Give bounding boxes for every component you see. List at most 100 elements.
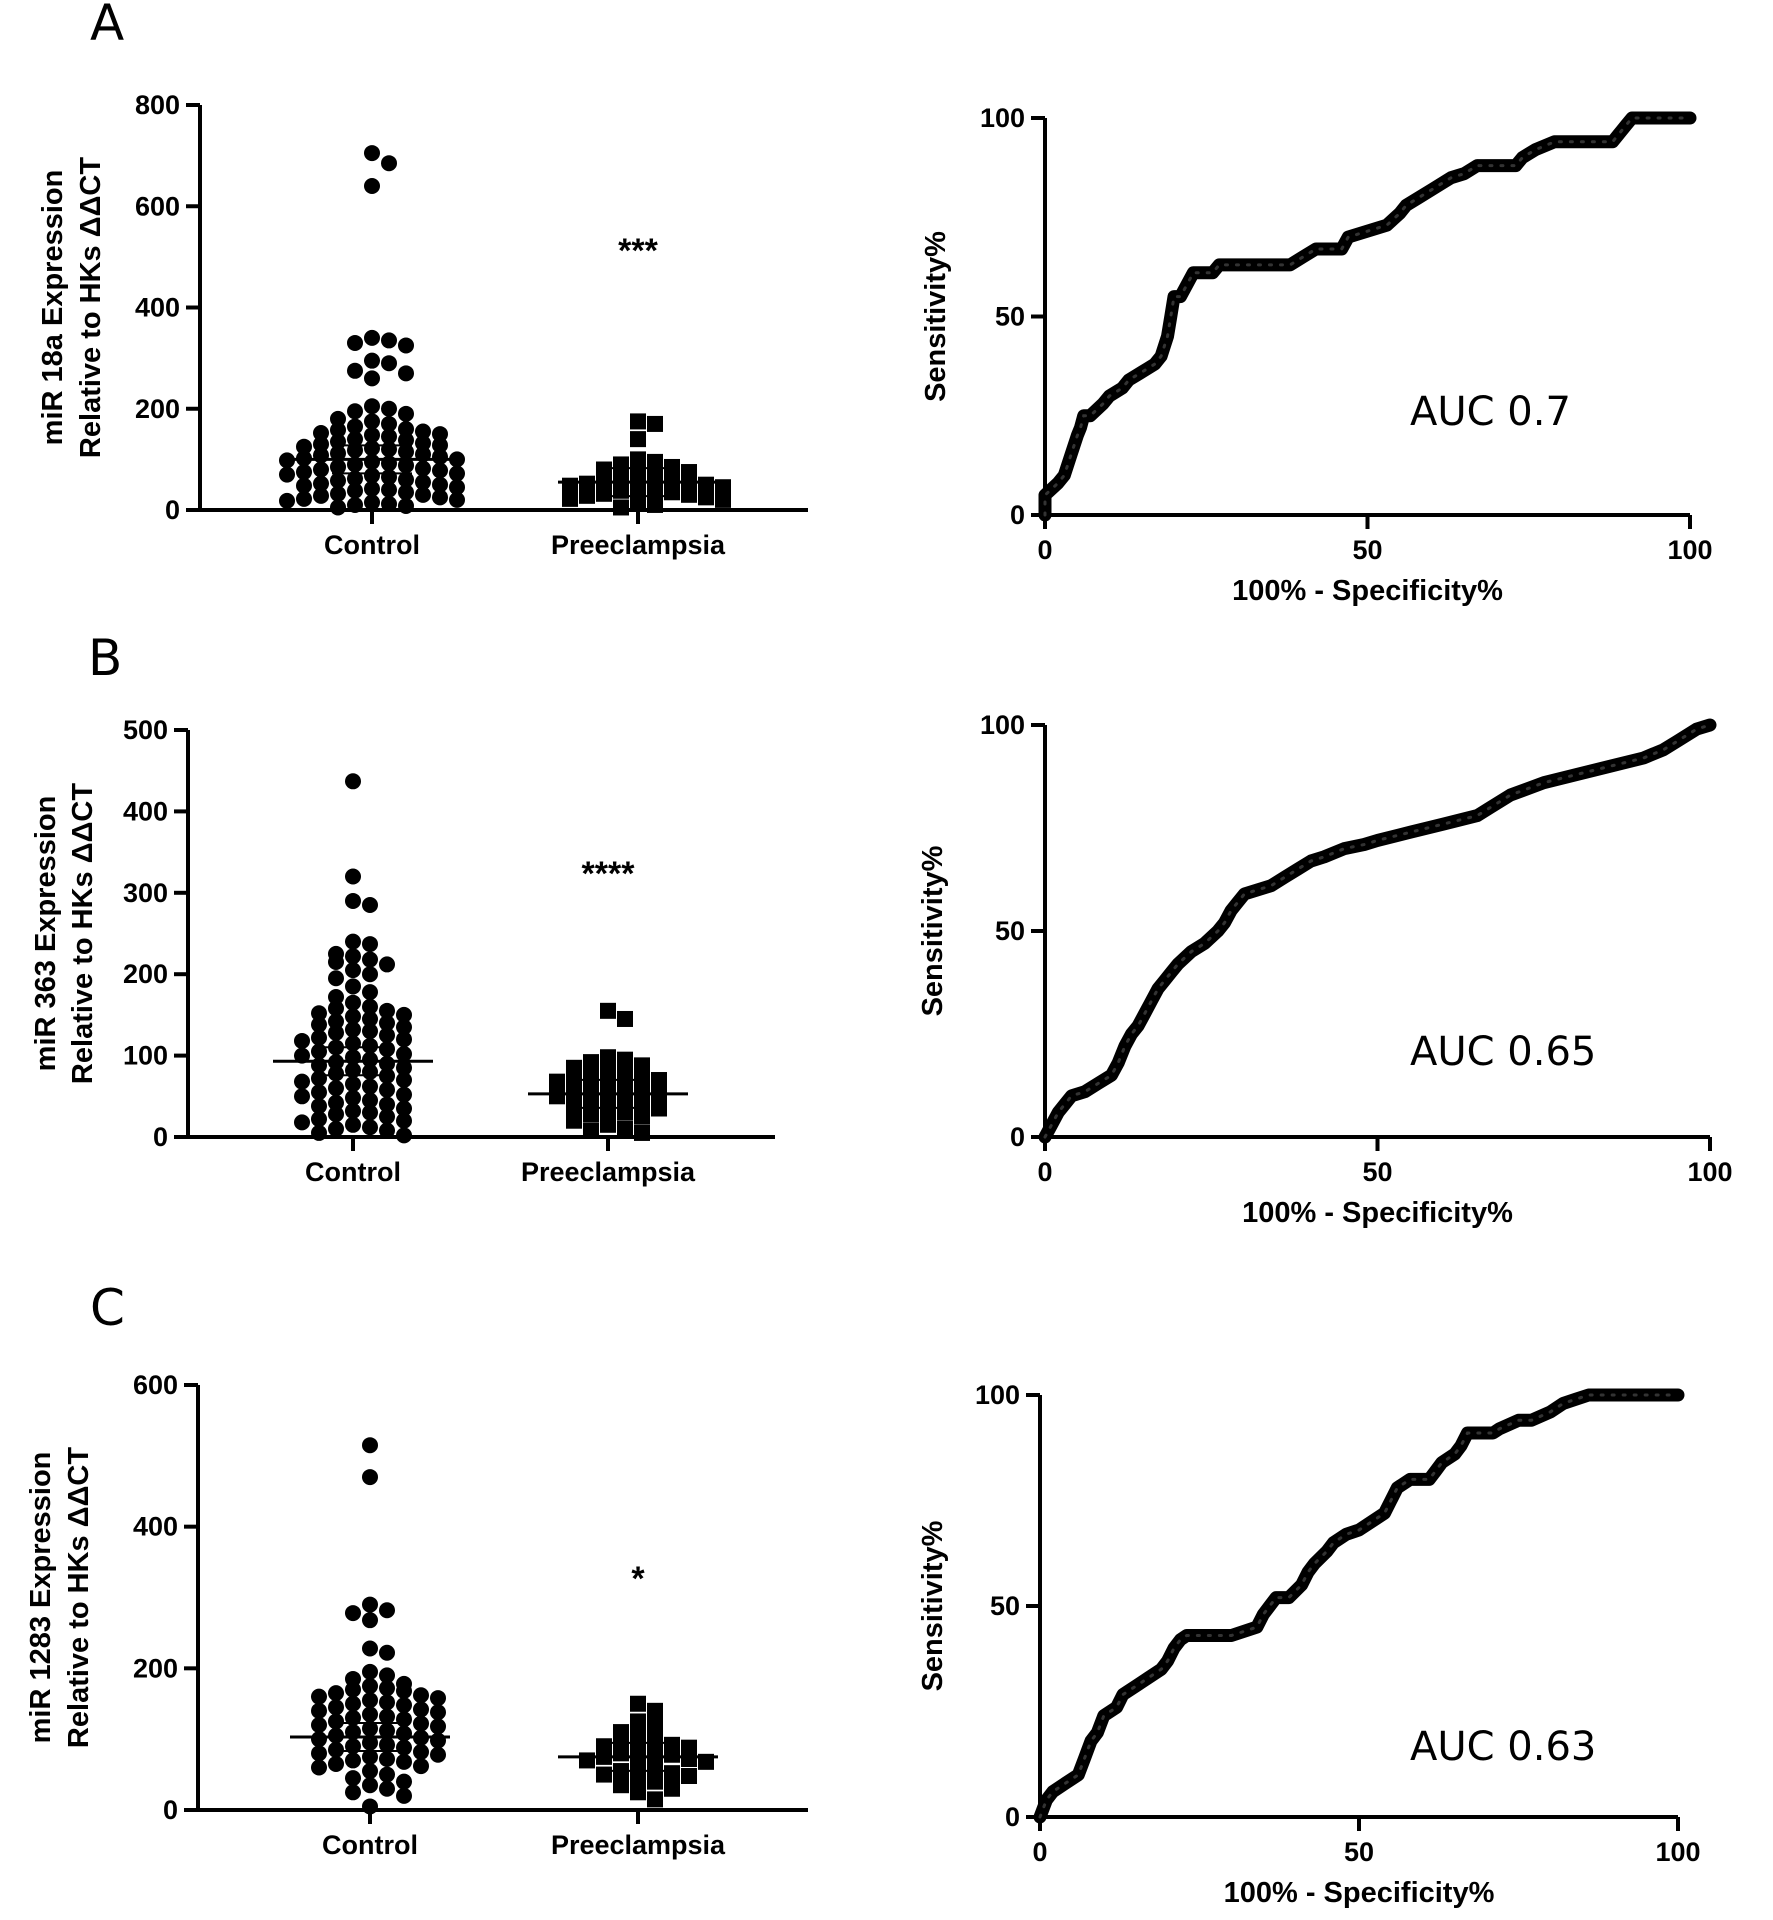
control-point (362, 951, 378, 968)
control-point (362, 1437, 378, 1454)
x-axis-title: 100% - Specificity% (1232, 575, 1503, 607)
y-axis-title-line1: miR 1283 Expression (25, 1452, 57, 1744)
y-tick-label: 50 (995, 916, 1025, 946)
control-point (396, 1739, 412, 1756)
control-point (432, 476, 448, 493)
control-point (345, 1695, 361, 1712)
y-tick-label: 100 (123, 1041, 168, 1071)
preeclampsia-point (566, 1070, 582, 1087)
control-point (345, 1605, 361, 1622)
control-point (396, 1045, 412, 1062)
x-tick-label: 0 (1037, 1157, 1052, 1187)
control-point (415, 435, 431, 452)
control-point (345, 933, 361, 950)
control-point (379, 1096, 395, 1113)
control-point (396, 1127, 412, 1144)
preeclampsia-point (596, 485, 612, 502)
control-point (328, 1713, 344, 1730)
control-point (296, 477, 312, 494)
control-point (432, 426, 448, 443)
preeclampsia-point (647, 1791, 663, 1808)
control-point (432, 462, 448, 479)
preeclampsia-point (562, 490, 578, 507)
control-point (294, 1114, 310, 1131)
category-label: Preeclampsia (551, 530, 726, 560)
y-tick-label: 100 (975, 1380, 1020, 1410)
control-point (381, 428, 397, 445)
y-tick-label: 50 (995, 302, 1025, 332)
control-point (328, 1000, 344, 1017)
control-point (328, 1120, 344, 1137)
auc-label: AUC 0.65 (1410, 1029, 1596, 1075)
control-point (396, 1787, 412, 1804)
control-point (379, 1751, 395, 1767)
dot-plot-a: 0 200 400 600 800 Control Preeclampsia miR 18a … (37, 90, 808, 560)
control-point (430, 1690, 446, 1707)
preeclampsia-point (634, 1081, 650, 1098)
control-point (381, 441, 397, 458)
control-point (364, 413, 380, 430)
x-tick-label: 50 (1344, 1837, 1374, 1867)
y-axis-title: Sensitivity% (917, 1520, 949, 1691)
y-tick-label: 0 (1005, 1802, 1020, 1832)
preeclampsia-point (647, 481, 663, 498)
control-point (398, 421, 414, 437)
preeclampsia-point (698, 489, 714, 506)
control-point (413, 1743, 429, 1760)
control-point (379, 1766, 395, 1783)
control-point (362, 1777, 378, 1794)
control-point (364, 398, 380, 415)
control-point (347, 403, 363, 420)
control-point (313, 425, 329, 442)
control-point (328, 1741, 344, 1758)
preeclampsia-point (715, 479, 731, 496)
x-axis-title: 100% - Specificity% (1242, 1197, 1513, 1229)
preeclampsia-point (634, 1108, 650, 1125)
control-point (294, 1032, 310, 1049)
y-tick-label: 200 (133, 1653, 178, 1683)
control-point (345, 1116, 361, 1133)
control-point (345, 1076, 361, 1093)
control-point (347, 496, 363, 513)
y-tick-label: 800 (135, 90, 180, 120)
control-point (381, 455, 397, 472)
preeclampsia-point (630, 1784, 646, 1801)
control-point (330, 499, 346, 516)
control-point (430, 1746, 446, 1763)
preeclampsia-point (613, 482, 629, 499)
control-point (345, 948, 361, 965)
dot-plot-c: 0 200 400 600 Control Preeclampsia miR 1283 Ex… (25, 1370, 808, 1860)
control-point (311, 1084, 327, 1101)
control-point (362, 1010, 378, 1027)
control-point (430, 1732, 446, 1749)
control-point (449, 479, 465, 496)
preeclampsia-point (681, 1768, 697, 1784)
control-point (345, 1770, 361, 1787)
control-point (396, 1072, 412, 1089)
control-point (396, 1059, 412, 1076)
preeclampsia-point (566, 1112, 582, 1129)
y-axis-title-line2: Relative to HKs ΔΔCT (75, 157, 107, 458)
control-point (362, 1748, 378, 1765)
x-tick-label: 0 (1037, 535, 1052, 565)
x-tick-label: 50 (1352, 535, 1382, 565)
control-point (413, 1758, 429, 1775)
preeclampsia-point (549, 1088, 565, 1105)
control-point (396, 1100, 412, 1117)
x-tick-label: 100 (1667, 535, 1712, 565)
control-point (345, 1752, 361, 1769)
control-point (311, 1688, 327, 1705)
preeclampsia-point (617, 1078, 633, 1095)
control-point (379, 1780, 395, 1797)
control-point (398, 471, 414, 488)
panel-letter-c: C (90, 1279, 125, 1337)
control-point (362, 1119, 378, 1136)
y-tick-label: 400 (135, 293, 180, 323)
control-point (345, 892, 361, 909)
control-point (311, 1098, 327, 1115)
y-axis-title: Sensitivity% (920, 231, 952, 402)
control-point (381, 415, 397, 432)
control-point (362, 1063, 378, 1080)
y-axis-title-line1: miR 18a Expression (37, 170, 69, 446)
control-point (330, 422, 346, 439)
